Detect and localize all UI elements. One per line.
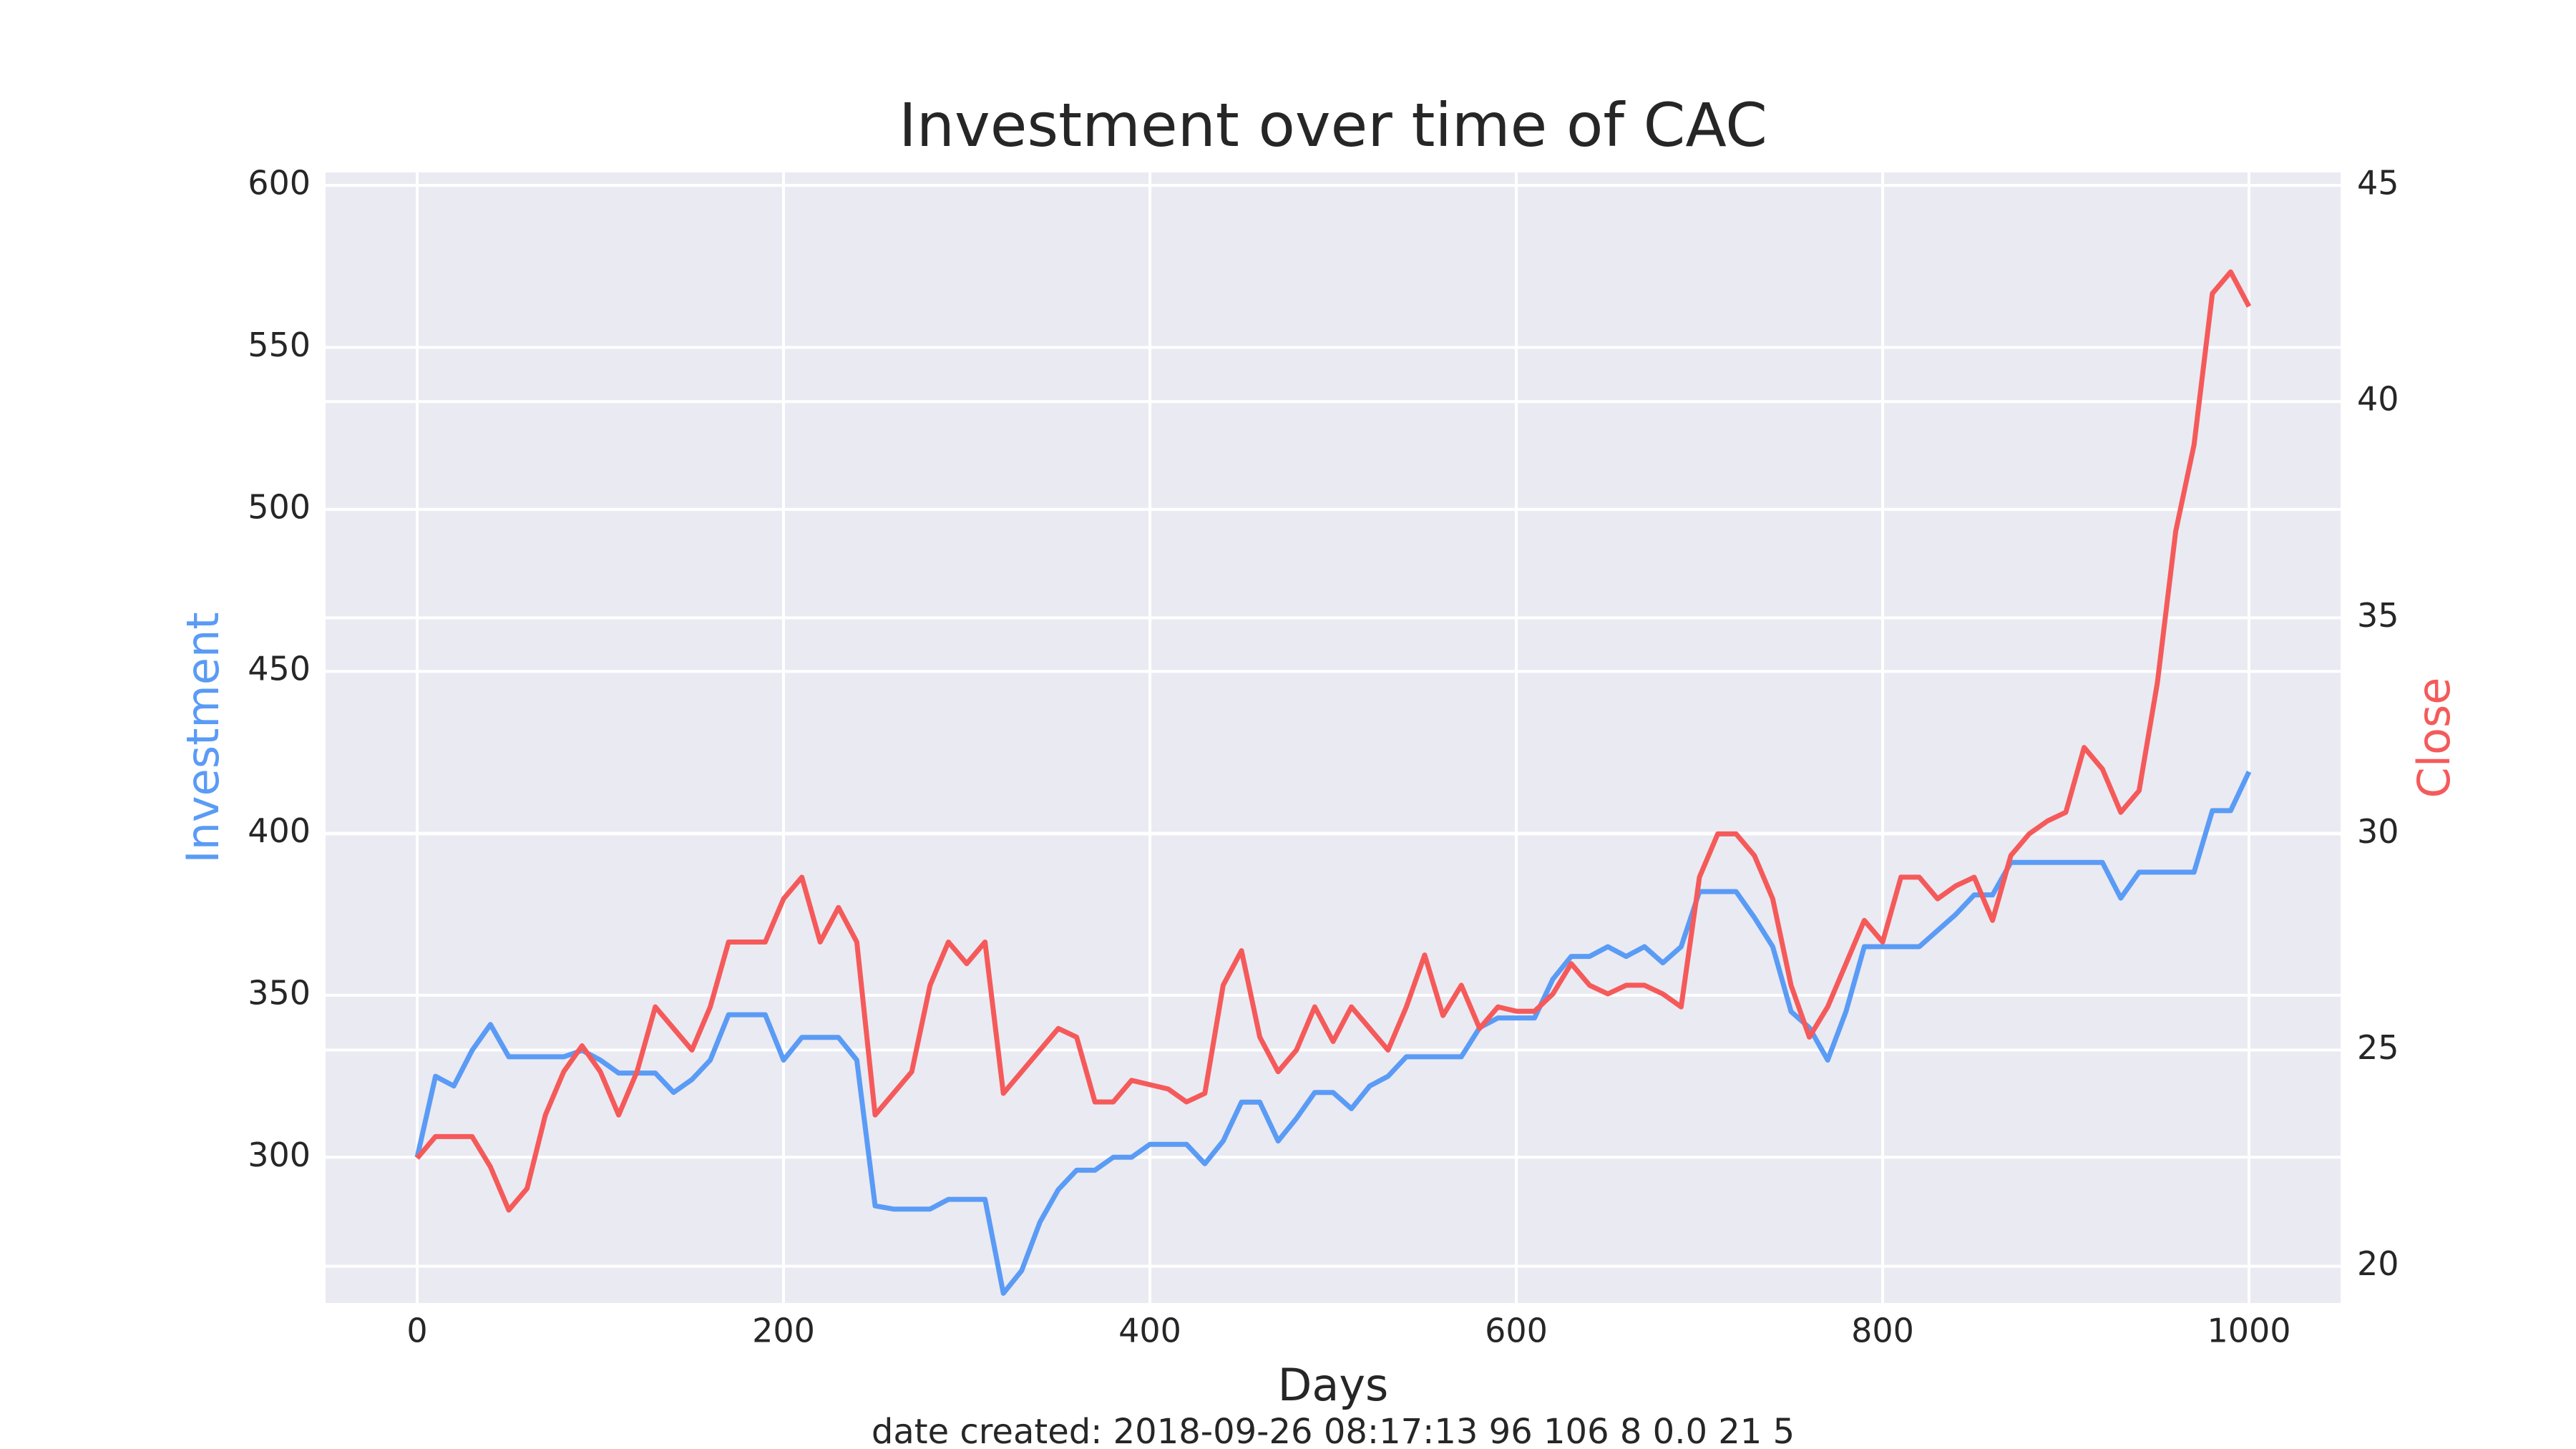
y2-tick-label: 45 [2357,164,2399,203]
x-tick-label: 600 [1485,1312,1548,1350]
y-tick-label: 450 [248,650,311,688]
y2-tick-label: 35 [2357,596,2399,635]
chart-title: Investment over time of CAC [899,90,1767,160]
footnote: date created: 2018-09-26 08:17:13 96 106… [872,1412,1795,1449]
y2-axis-label: Close [2408,678,2460,799]
y2-tick-label: 20 [2357,1244,2399,1283]
x-tick-label: 400 [1118,1312,1181,1350]
y2-tick-label: 40 [2357,380,2399,419]
x-tick-label: 800 [1851,1312,1914,1350]
y-tick-label: 600 [248,164,311,203]
y-tick-label: 500 [248,487,311,526]
y-tick-label: 550 [248,326,311,364]
marks [414,269,2252,1296]
x-tick-label: 200 [752,1312,815,1350]
y2-tick-label: 30 [2357,812,2399,851]
series-line [415,269,2252,1213]
y-tick-label: 400 [248,811,311,850]
y-tick-label: 350 [248,973,311,1012]
x-tick-label: 0 [406,1312,427,1350]
y-tick-label: 300 [248,1136,311,1174]
plot-background [326,172,2341,1303]
series-line [414,771,2252,1296]
grid [326,172,2341,1303]
y-axis-label: Investment [177,612,229,863]
y2-tick-label: 25 [2357,1028,2399,1067]
x-tick-label: 1000 [2207,1312,2290,1350]
x-axis-label: Days [1278,1359,1389,1411]
